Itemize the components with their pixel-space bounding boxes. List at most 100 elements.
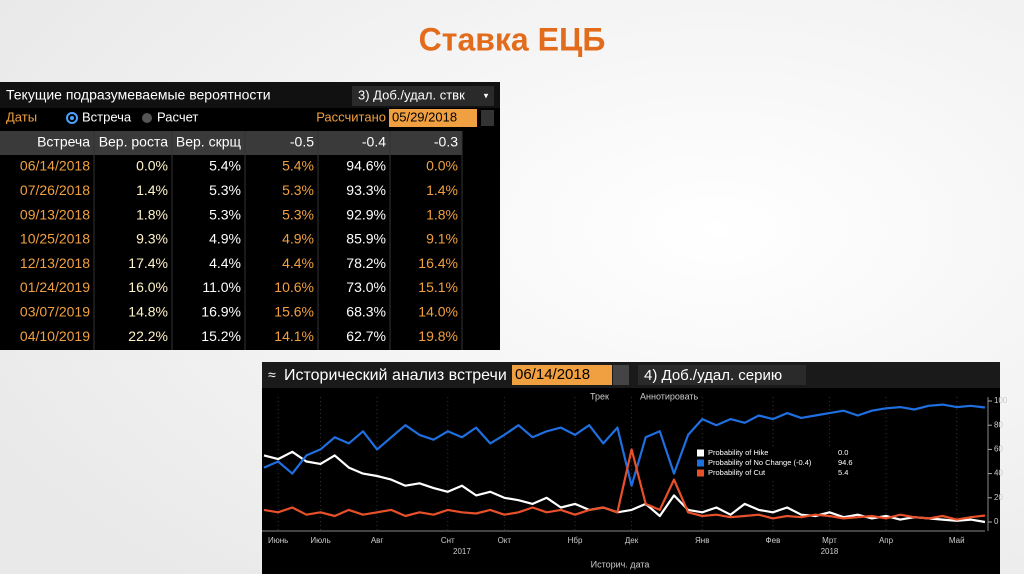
legend-value: 5.4: [838, 468, 848, 477]
x-tick-label: Нбр: [568, 536, 583, 545]
year-label: 2018: [821, 547, 839, 556]
cell: 16.9%: [201, 304, 241, 320]
calc-label: Рассчитано: [316, 109, 386, 124]
x-tick-label: Фев: [766, 536, 781, 545]
row-date: 12/13/2018: [20, 255, 90, 271]
cell: 4.4%: [282, 255, 314, 271]
cell: 9.1%: [426, 231, 458, 247]
x-tick-label: Снт: [441, 536, 455, 545]
legend-value: 0.0: [838, 448, 848, 457]
row-date: 07/26/2018: [20, 182, 90, 198]
slide-title: Ставка ЕЦБ: [419, 21, 606, 57]
cell: 11.0%: [202, 279, 241, 295]
y-tick-label: 20: [994, 493, 1003, 502]
track-button[interactable]: Трек: [590, 391, 609, 401]
legend-swatch: [697, 469, 704, 477]
x-tick-label: Июнь: [268, 536, 288, 545]
y-tick-label: 100: [994, 396, 1008, 405]
cell: 92.9%: [346, 206, 386, 222]
row-date: 04/10/2019: [20, 328, 90, 344]
cell: 1.8%: [426, 206, 458, 222]
radio-selected[interactable]: [66, 112, 78, 124]
cell: 10.6%: [274, 279, 314, 295]
y-tick-label: 40: [994, 469, 1003, 478]
cell: 22.2%: [128, 328, 168, 344]
column-header: Вер. скрщ: [176, 134, 242, 150]
cell: 4.9%: [209, 231, 241, 247]
dropdown-arrow: ▾: [484, 90, 489, 100]
year-label: 2017: [453, 547, 471, 556]
cell: 16.0%: [128, 279, 168, 295]
date-input[interactable]: [512, 365, 612, 385]
cell: 9.3%: [136, 231, 168, 247]
row-date: 01/24/2019: [20, 279, 90, 295]
legend-swatch: [697, 459, 704, 467]
radio-label[interactable]: Расчет: [157, 109, 198, 124]
cell: 1.4%: [426, 182, 458, 198]
cell: 4.9%: [282, 231, 314, 247]
plot: 0 20 40 60 80 100 Июнь Июль Авг Снт Окт Нбр Дек Янв Фе…: [262, 396, 1008, 569]
cell: 16.4%: [418, 255, 458, 271]
cell: 62.7%: [346, 328, 386, 344]
cell: 93.3%: [346, 182, 386, 198]
row-date: 06/14/2018: [20, 158, 90, 174]
series-line: [263, 448, 986, 521]
cell: 14.8%: [128, 304, 168, 320]
row-date: 09/13/2018: [20, 206, 90, 222]
cell: 1.8%: [136, 206, 168, 222]
chart-header-bar: [262, 362, 1000, 388]
calendar-button[interactable]: [481, 110, 494, 126]
chart-date[interactable]: 06/14/2018: [515, 366, 590, 383]
cell: 0.0%: [426, 158, 458, 174]
cell: 78.2%: [346, 255, 386, 271]
cell: 5.4%: [209, 158, 241, 174]
column-header: -0.3: [434, 134, 458, 150]
cell: 0.0%: [136, 158, 168, 174]
cell: 4.4%: [209, 255, 241, 271]
dropdown-label[interactable]: 3) Доб./удал. ствк: [358, 87, 465, 102]
legend-value: 94.6: [838, 458, 853, 467]
legend: [693, 446, 863, 480]
cell: 15.1%: [418, 279, 458, 295]
cell: 5.3%: [209, 206, 241, 222]
annotate-button[interactable]: Аннотировать: [640, 391, 699, 401]
radio[interactable]: [142, 113, 152, 123]
row-date: 03/07/2019: [20, 304, 90, 320]
dropdown-label[interactable]: 4) Доб./удал. серию: [644, 367, 782, 384]
cell: 14.1%: [274, 328, 314, 344]
date-input[interactable]: [389, 109, 477, 127]
y-tick-label: 80: [994, 420, 1003, 429]
cell: 5.4%: [282, 158, 314, 174]
cell: 17.4%: [128, 255, 168, 271]
date-dropdown[interactable]: [613, 365, 629, 385]
calc-date[interactable]: 05/29/2018: [392, 109, 457, 124]
legend-label: Probability of Cut: [708, 468, 766, 477]
x-tick-label: Авг: [371, 536, 384, 545]
legend-swatch: [697, 449, 704, 457]
x-tick-label: Июль: [310, 536, 330, 545]
cell: 1.4%: [136, 182, 168, 198]
chart-panel-title: Исторический анализ встречи: [284, 367, 507, 384]
legend-label: Probability of No Change (-0.4): [708, 458, 812, 467]
dropdown[interactable]: [638, 365, 806, 385]
table-body: Встреча Вер. роста Вер. скрщ -0.5 -0.4 -0.3 06…: [20, 131, 463, 350]
column-header: -0.5: [290, 134, 314, 150]
collapse-icon[interactable]: ≈: [268, 367, 276, 383]
cell: 73.0%: [346, 279, 386, 295]
cell: 68.3%: [346, 304, 386, 320]
y-tick-label: 0: [994, 517, 999, 526]
legend-label: Probability of Hike: [708, 448, 768, 457]
column-header: Вер. роста: [99, 134, 169, 150]
cell: 15.2%: [201, 328, 241, 344]
table-title: Текущие подразумеваемые вероятности: [6, 87, 271, 103]
x-tick-label: Май: [949, 536, 965, 545]
row-date: 10/25/2018: [20, 231, 90, 247]
radio-dot: [70, 116, 74, 120]
x-tick-label: Апр: [879, 536, 894, 545]
dates-label: Даты: [6, 109, 37, 124]
radio-label[interactable]: Встреча: [82, 109, 132, 124]
dropdown[interactable]: [352, 86, 494, 106]
cell: 14.0%: [418, 304, 458, 320]
